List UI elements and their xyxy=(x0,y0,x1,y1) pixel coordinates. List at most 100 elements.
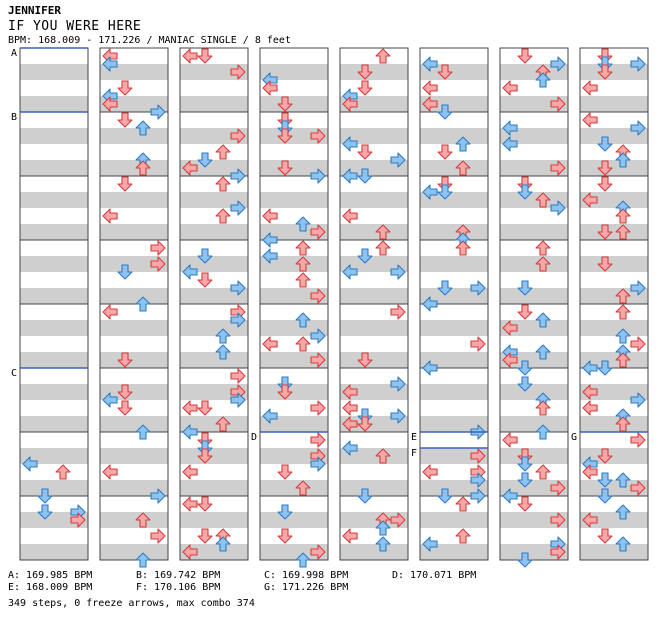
beat-stripe xyxy=(100,320,168,336)
beat-stripe xyxy=(340,64,408,80)
left-arrow-icon xyxy=(262,232,278,248)
beat-stripe xyxy=(580,96,648,112)
beat-stripe xyxy=(340,480,408,496)
beat-stripe xyxy=(340,448,408,464)
left-arrow-icon xyxy=(422,56,438,72)
right-arrow-icon xyxy=(470,488,486,504)
left-arrow-icon xyxy=(582,512,598,528)
up-arrow-icon xyxy=(615,328,631,344)
beat-stripe xyxy=(580,160,648,176)
bpm-marker-d: D xyxy=(251,432,257,443)
down-arrow-icon xyxy=(277,384,293,400)
right-arrow-icon xyxy=(230,128,246,144)
bpm-marker-c: C xyxy=(11,368,17,379)
right-arrow-icon xyxy=(470,280,486,296)
down-arrow-icon xyxy=(117,400,133,416)
right-arrow-icon xyxy=(390,304,406,320)
beat-stripe xyxy=(260,544,328,560)
right-arrow-icon xyxy=(150,256,166,272)
beat-stripe xyxy=(340,512,408,528)
left-arrow-icon xyxy=(502,120,518,136)
left-arrow-icon xyxy=(182,544,198,560)
beat-stripe xyxy=(100,224,168,240)
down-arrow-icon xyxy=(117,112,133,128)
beat-stripe xyxy=(20,192,88,208)
up-arrow-icon xyxy=(55,464,71,480)
bpm-marker-b: B xyxy=(11,112,17,123)
right-arrow-icon xyxy=(390,512,406,528)
down-arrow-icon xyxy=(357,488,373,504)
beat-stripe xyxy=(260,192,328,208)
left-arrow-icon xyxy=(422,536,438,552)
down-arrow-icon xyxy=(117,384,133,400)
up-arrow-icon xyxy=(375,48,391,64)
down-arrow-icon xyxy=(197,448,213,464)
down-arrow-icon xyxy=(597,256,613,272)
up-arrow-icon xyxy=(615,352,631,368)
step-chart: A B C D EF G xyxy=(11,47,649,568)
up-arrow-icon xyxy=(455,528,471,544)
down-arrow-icon xyxy=(597,448,613,464)
left-arrow-icon xyxy=(422,296,438,312)
down-arrow-icon xyxy=(37,488,53,504)
up-arrow-icon xyxy=(375,448,391,464)
down-arrow-icon xyxy=(517,552,533,568)
beat-stripe xyxy=(180,192,248,208)
right-arrow-icon xyxy=(310,432,326,448)
chart-column-2 xyxy=(99,47,169,561)
right-arrow-icon xyxy=(470,448,486,464)
bpm-legend-b: B: 169.742 BPM xyxy=(136,570,221,581)
up-arrow-icon xyxy=(135,424,151,440)
up-arrow-icon xyxy=(535,312,551,328)
left-arrow-icon xyxy=(422,184,438,200)
beat-stripe xyxy=(20,96,88,112)
beat-stripe xyxy=(260,320,328,336)
down-arrow-icon xyxy=(277,128,293,144)
beat-stripe xyxy=(20,288,88,304)
right-arrow-icon xyxy=(70,512,86,528)
right-arrow-icon xyxy=(390,152,406,168)
beat-stripe xyxy=(260,288,328,304)
beat-stripe xyxy=(340,384,408,400)
down-arrow-icon xyxy=(197,272,213,288)
beat-stripe xyxy=(100,416,168,432)
down-arrow-icon xyxy=(277,96,293,112)
up-arrow-icon xyxy=(135,160,151,176)
beat-stripe xyxy=(260,128,328,144)
beat-stripe xyxy=(260,512,328,528)
beat-stripe xyxy=(180,416,248,432)
beat-stripe xyxy=(260,352,328,368)
right-arrow-icon xyxy=(310,328,326,344)
beat-stripe xyxy=(100,352,168,368)
up-arrow-icon xyxy=(455,240,471,256)
left-arrow-icon xyxy=(502,320,518,336)
beat-stripe xyxy=(180,320,248,336)
beat-stripe xyxy=(500,256,568,272)
down-arrow-icon xyxy=(117,264,133,280)
beat-stripe xyxy=(180,64,248,80)
beat-stripe xyxy=(340,160,408,176)
right-arrow-icon xyxy=(150,528,166,544)
up-arrow-icon xyxy=(535,400,551,416)
left-arrow-icon xyxy=(182,496,198,512)
beat-stripe xyxy=(180,384,248,400)
beat-stripe xyxy=(260,96,328,112)
up-arrow-icon xyxy=(615,152,631,168)
down-arrow-icon xyxy=(597,360,613,376)
right-arrow-icon xyxy=(310,224,326,240)
beat-stripe xyxy=(420,224,488,240)
beat-stripe xyxy=(500,288,568,304)
bpm-marker-e: E xyxy=(411,432,417,443)
right-arrow-icon xyxy=(630,336,646,352)
chart-column-5 xyxy=(339,47,409,561)
right-arrow-icon xyxy=(150,488,166,504)
right-arrow-icon xyxy=(630,392,646,408)
right-arrow-icon xyxy=(230,64,246,80)
beat-stripe xyxy=(100,448,168,464)
left-arrow-icon xyxy=(102,96,118,112)
left-arrow-icon xyxy=(182,264,198,280)
left-arrow-icon xyxy=(422,360,438,376)
beat-stripe xyxy=(20,384,88,400)
beat-stripe xyxy=(580,256,648,272)
left-arrow-icon xyxy=(582,192,598,208)
